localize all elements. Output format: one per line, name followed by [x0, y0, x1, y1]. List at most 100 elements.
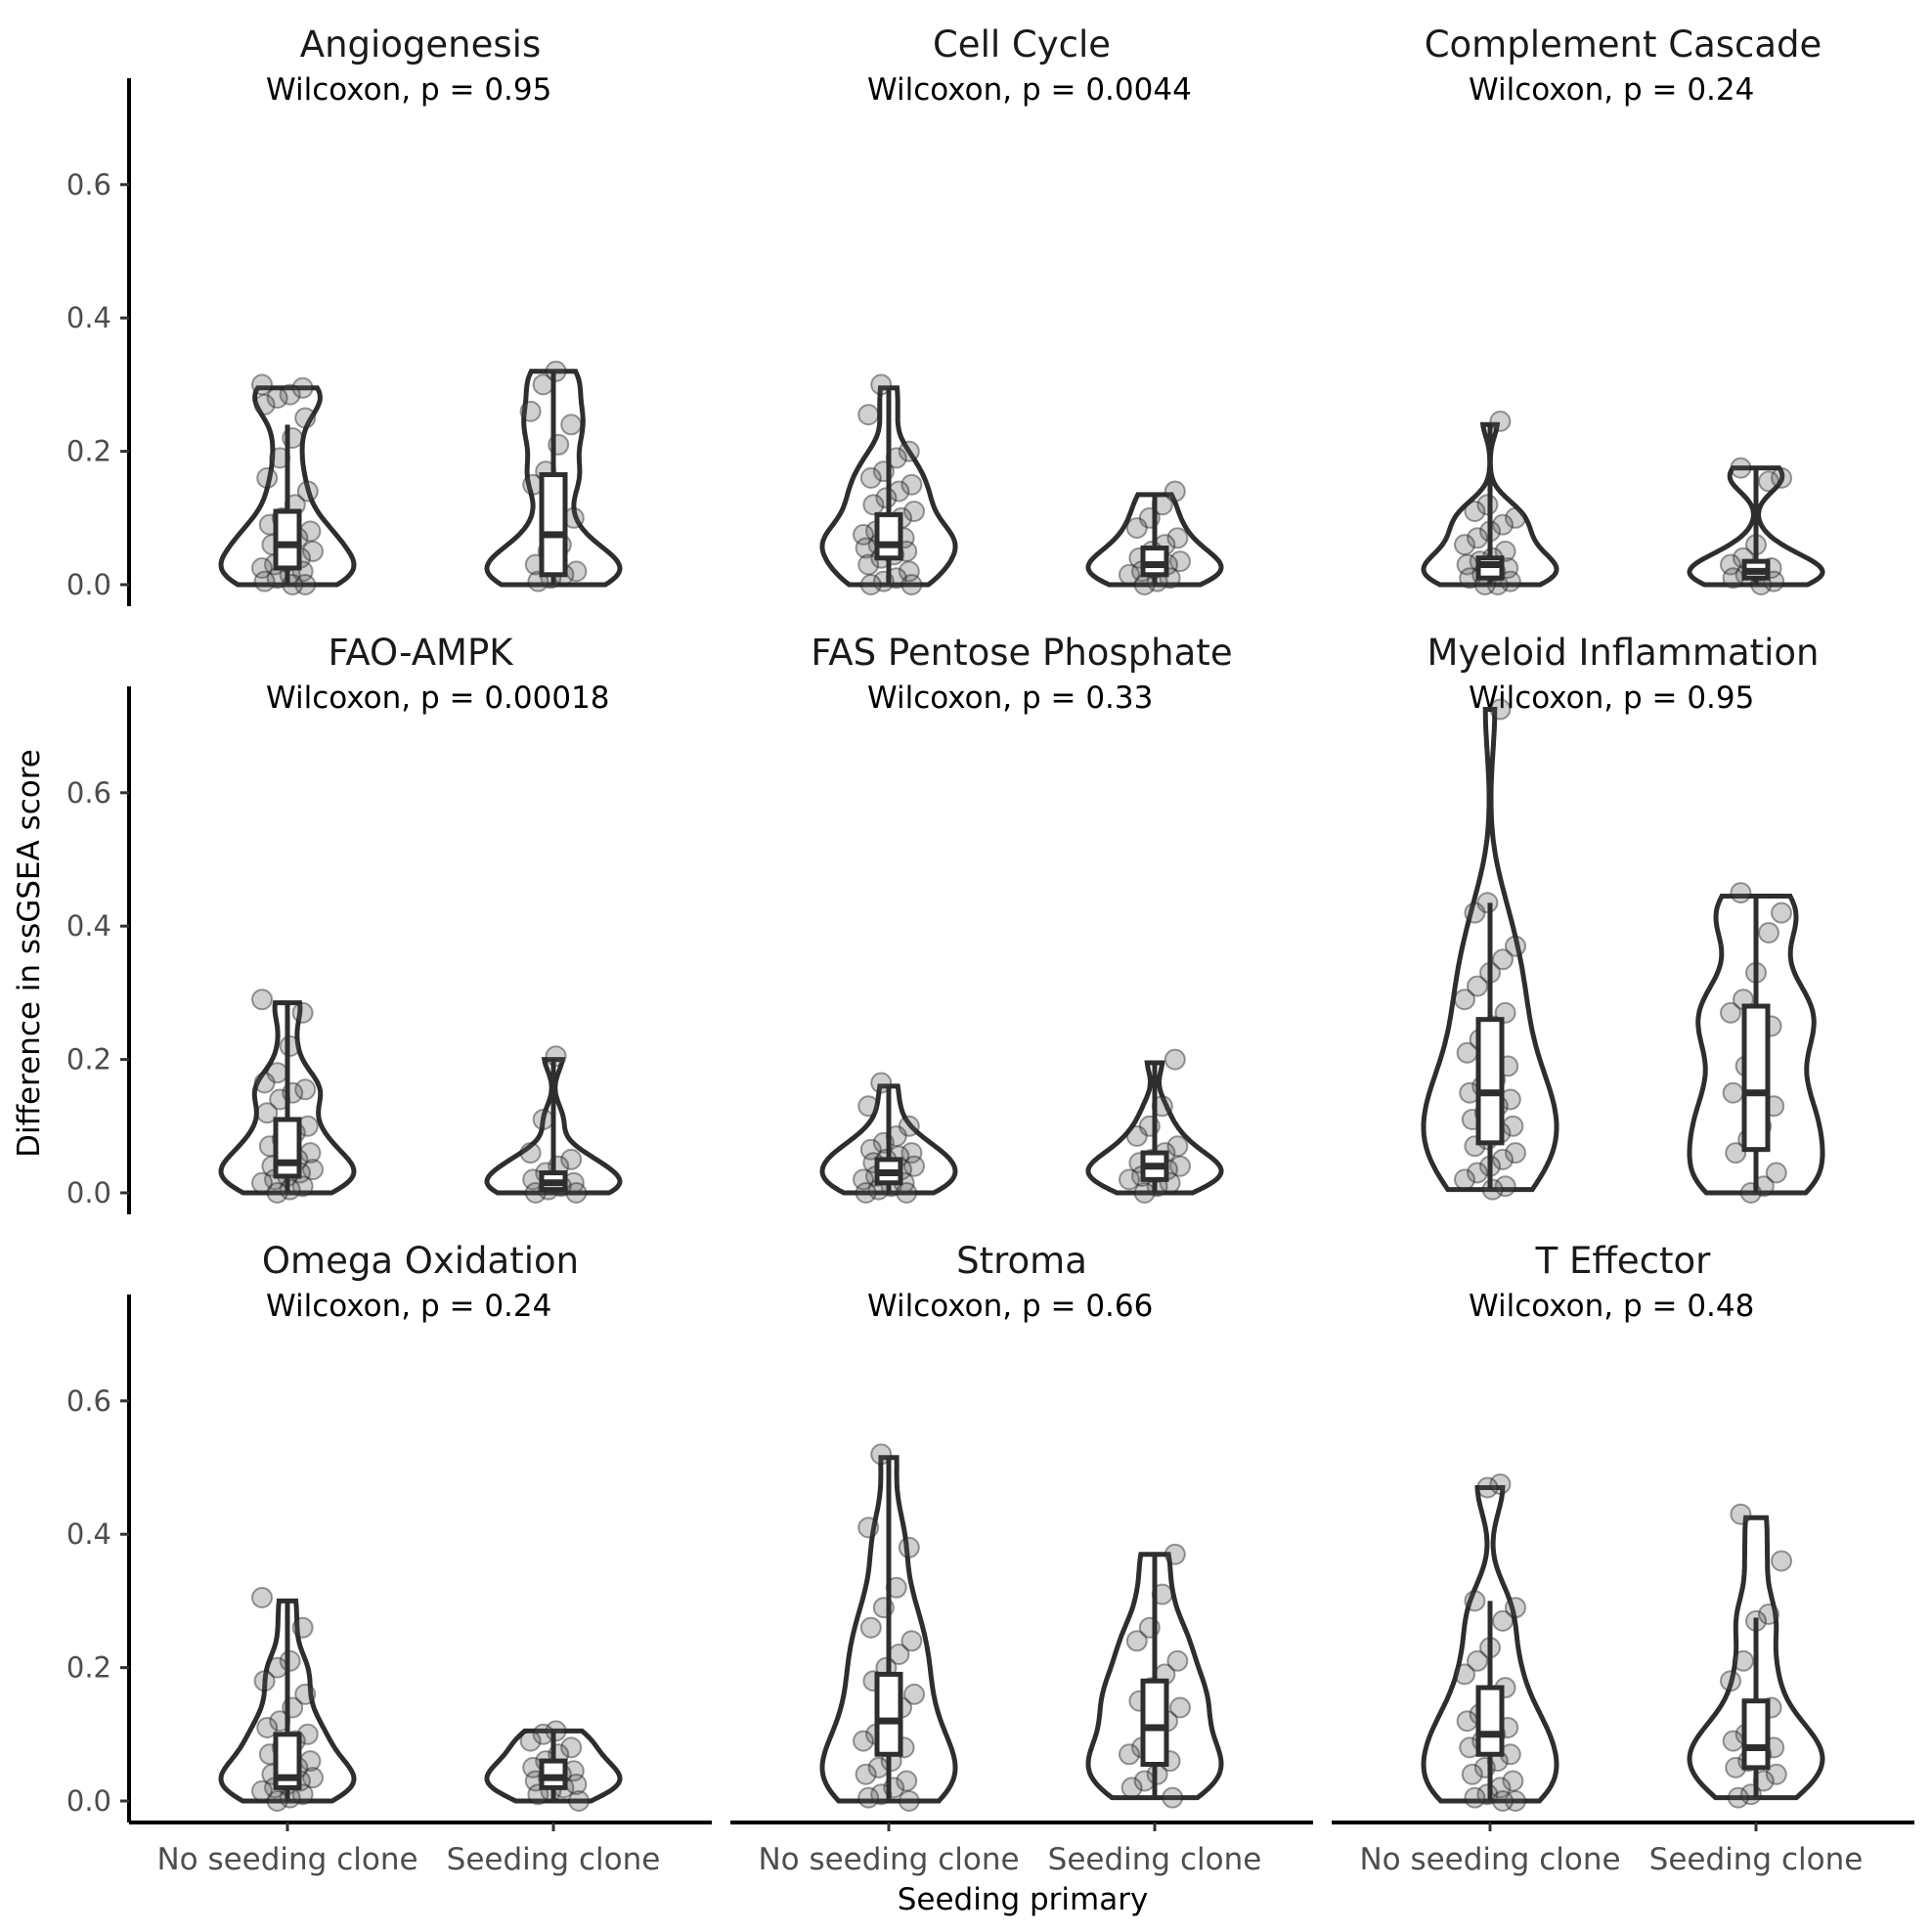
violin-shape: [1421, 707, 1559, 1193]
facet-title: FAO-AMPK: [328, 632, 514, 674]
facet-title: T Effector: [1535, 1240, 1711, 1282]
data-point: [1771, 901, 1792, 924]
facet-fas-pentose-phosphate: FAS Pentose Phosphate Wilcoxon, p = 0.33: [811, 632, 1233, 1204]
y-tick-label: 0.4: [66, 1517, 111, 1551]
data-point: [1758, 1603, 1779, 1625]
data-point: [1454, 1168, 1475, 1191]
data-point: [1120, 1777, 1143, 1799]
iqr-box: [1741, 1003, 1771, 1153]
data-point: [896, 1182, 918, 1204]
data-point: [1730, 1503, 1752, 1525]
y-tick-label: 0.6: [66, 776, 111, 810]
data-point: [1169, 1155, 1191, 1177]
data-point: [1456, 1041, 1478, 1064]
data-point: [859, 466, 882, 489]
facet-panels: Angiogenesis Wilcoxon, p = 0.95 0.0 0.2 0.4 0…: [66, 23, 1914, 1877]
data-point: [1454, 988, 1475, 1011]
data-point: [253, 393, 276, 416]
data-point: [266, 1182, 288, 1204]
data-point: [1464, 901, 1486, 924]
facet-omega-oxidation: Omega Oxidation Wilcoxon, p = 0.24 0.0 0.2 0…: [66, 1240, 712, 1877]
data-point: [251, 1779, 273, 1802]
data-point: [1505, 1142, 1526, 1164]
data-point: [1733, 1649, 1754, 1672]
data-point: [532, 373, 554, 396]
data-point: [532, 1109, 554, 1130]
data-point: [1125, 1125, 1148, 1147]
violin-shape: [1687, 465, 1825, 588]
data-point: [545, 1045, 567, 1068]
data-point: [291, 1175, 314, 1198]
facet-title: Angiogenesis: [300, 23, 541, 66]
violin-shape: [484, 369, 623, 588]
data-point: [1169, 550, 1191, 573]
data-point: [251, 988, 273, 1011]
y-tick-label: 0.4: [66, 301, 111, 334]
data-point: [1489, 410, 1512, 432]
data-point: [302, 540, 324, 562]
violin-shape: [484, 1057, 623, 1196]
data-point: [1492, 948, 1514, 971]
facet-angiogenesis: Angiogenesis Wilcoxon, p = 0.95 0.0 0.2 0.4 0…: [66, 23, 623, 606]
data-point: [519, 400, 542, 422]
data-point: [1722, 1081, 1744, 1104]
x-tick-label: Seeding clone: [1048, 1842, 1262, 1877]
pvalue-label: Wilcoxon, p = 0.00018: [266, 681, 610, 716]
facet-title: Cell Cycle: [933, 23, 1111, 66]
data-point: [1758, 470, 1779, 493]
violin-shape: [484, 1728, 623, 1804]
facet-title: Myeloid Inflammation: [1427, 632, 1819, 674]
data-point: [859, 1138, 882, 1161]
pvalue-label: Wilcoxon, p = 0.33: [867, 681, 1153, 716]
pvalue-label: Wilcoxon, p = 0.66: [867, 1289, 1153, 1324]
iqr-box: [1140, 1678, 1169, 1767]
y-axis-title: Difference in ssGSEA score: [12, 749, 47, 1158]
data-point: [1454, 1663, 1475, 1686]
iqr-box: [273, 508, 302, 571]
data-point: [857, 553, 880, 576]
data-point: [251, 1587, 273, 1608]
data-point: [1164, 1048, 1186, 1071]
data-point: [870, 1072, 893, 1094]
x-tick-label: No seeding clone: [758, 1842, 1019, 1877]
data-point: [302, 1159, 324, 1181]
facet-complement-cascade: Complement Cascade Wilcoxon, p = 0.24: [1421, 23, 1825, 595]
data-point: [1164, 1543, 1186, 1565]
data-point: [859, 574, 882, 595]
pvalue-label: Wilcoxon, p = 0.0044: [867, 72, 1192, 108]
data-point: [253, 1670, 276, 1692]
violin-shape: [1421, 1485, 1559, 1804]
data-point: [1765, 1763, 1787, 1785]
data-point: [1166, 1135, 1189, 1158]
data-point: [903, 1683, 925, 1705]
violin-shape: [218, 1598, 357, 1804]
pvalue-label: Wilcoxon, p = 0.24: [266, 1289, 551, 1324]
data-point: [857, 1095, 880, 1118]
data-point: [1505, 1790, 1526, 1812]
x-tick-label: No seeding clone: [1359, 1842, 1620, 1877]
facet-title: Stroma: [956, 1240, 1087, 1282]
facet-cell-cycle: Cell Cycle Wilcoxon, p = 0.0044: [819, 23, 1224, 595]
violin-shape: [1085, 492, 1224, 588]
data-point: [251, 557, 273, 579]
violin-shape: [1085, 1552, 1224, 1801]
data-point: [1502, 1770, 1524, 1792]
y-tick-label: 0.6: [66, 168, 111, 201]
violin-shape: [218, 385, 357, 588]
y-tick-label: 0.0: [66, 1176, 111, 1209]
violin-shape: [1421, 421, 1559, 588]
data-point: [853, 1730, 874, 1752]
data-point: [900, 1630, 923, 1652]
data-point: [294, 574, 317, 595]
data-point: [1166, 1649, 1189, 1672]
pvalue-label: Wilcoxon, p = 0.95: [266, 72, 551, 108]
data-point: [1119, 1743, 1140, 1766]
data-point: [560, 414, 583, 436]
pvalue-label: Wilcoxon, p = 0.48: [1469, 1289, 1754, 1324]
data-point: [279, 383, 301, 406]
data-point: [1725, 1142, 1747, 1164]
data-point: [903, 501, 925, 522]
data-point: [294, 1078, 317, 1101]
violin-shape: [819, 1455, 958, 1804]
